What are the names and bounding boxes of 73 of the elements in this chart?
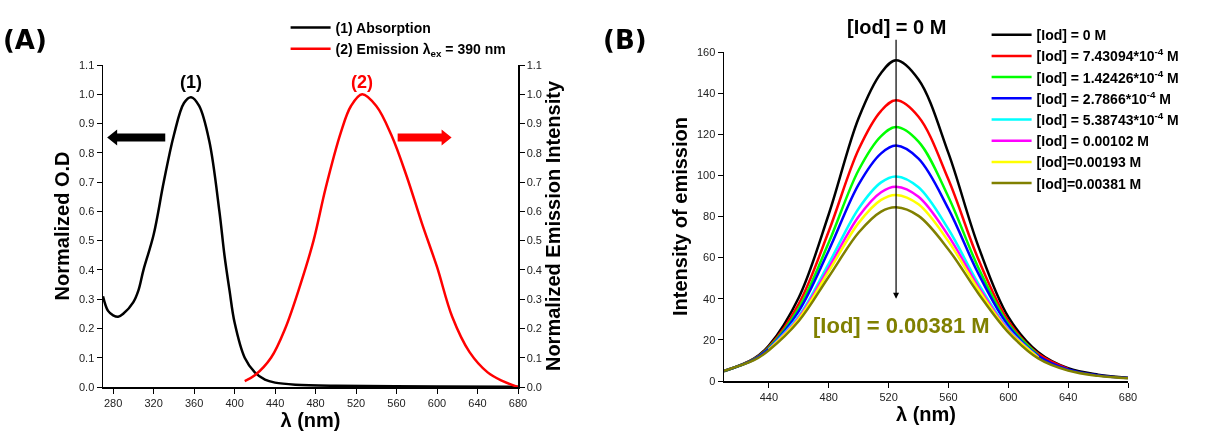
x-tick-label: 560 — [387, 396, 406, 409]
y2-tick-label: 0.9 — [526, 117, 542, 130]
y-axis-title: Intensity of emission — [668, 117, 691, 316]
y-tick-label: 80 — [703, 210, 716, 223]
y-tick-label: 0.2 — [79, 322, 95, 335]
x-tick-label: 280 — [103, 396, 123, 409]
legend-label: [Iod]=0.00193 M — [1036, 154, 1142, 171]
y-axis-title: Normalized O.D — [50, 151, 73, 301]
legend-label: [Iod] = 2.7866*10$^{-4}$ M — [1036, 88, 1172, 107]
x-tick-label: 520 — [879, 390, 898, 403]
x-tick-label: 480 — [819, 390, 838, 403]
chart-title: (B) — [603, 24, 647, 55]
y2-tick-label: 0.3 — [526, 293, 542, 306]
y2-tick-label: 0.8 — [526, 146, 542, 159]
x-tick-label: 320 — [144, 396, 163, 409]
y-tick-label: 0 — [709, 374, 716, 387]
legend-label: (2) Emission λ$_{ex}$ = 390 nm — [335, 41, 506, 60]
y-tick-label: 0.4 — [79, 263, 95, 276]
chart-title: (A) — [2, 24, 47, 55]
x-tick-label: 520 — [346, 396, 366, 409]
y2-tick-label: 0.1 — [526, 351, 542, 364]
y2-tick-label: 1.0 — [526, 88, 542, 101]
y-tick-label: 40 — [703, 292, 716, 305]
x-tick-label: 400 — [225, 396, 244, 409]
legend-label: [Iod] = 0 M — [1036, 27, 1107, 44]
x-tick-label: 680 — [1118, 390, 1138, 403]
x-tick-label: 680 — [508, 396, 528, 409]
y-tick-label: 120 — [696, 128, 716, 141]
y-tick-label: 1.0 — [79, 88, 95, 101]
x-axis-title: λ (nm) — [896, 402, 956, 425]
x-tick-label: 480 — [306, 396, 325, 409]
y-tick-label: 0.3 — [79, 293, 95, 306]
y2-tick-label: 0.4 — [526, 263, 542, 276]
x-tick-label: 440 — [265, 396, 285, 409]
legend-label: [Iod] = 0.00102 M — [1036, 133, 1150, 150]
y-tick-label: 0.5 — [79, 234, 95, 247]
y2-tick-label: 0.2 — [526, 322, 542, 335]
x-tick-label: 640 — [468, 396, 487, 409]
y-tick-label: 1.1 — [79, 58, 95, 71]
x-tick-label: 560 — [939, 390, 958, 403]
y2-tick-label: 0.7 — [526, 175, 542, 188]
y-tick-label: 140 — [696, 86, 716, 99]
x-tick-label: 360 — [184, 396, 204, 409]
legend-label: [Iod] = 5.38743*10$^{-4}$ M — [1036, 110, 1179, 128]
y2-tick-label: 1.1 — [526, 58, 542, 71]
x-axis-title: λ (nm) — [280, 408, 341, 431]
annotation: (2) — [351, 72, 373, 92]
y-tick-label: 0.0 — [79, 380, 95, 393]
legend-label: [Iod]=0.00381 M — [1036, 175, 1142, 192]
x-tick-label: 600 — [427, 396, 447, 409]
annotation: [Iod] = 0.00381 M — [813, 313, 990, 338]
y-tick-label: 0.7 — [79, 175, 95, 188]
x-tick-label: 640 — [1058, 390, 1078, 403]
y-tick-label: 100 — [696, 169, 716, 182]
y2-tick-label: 0.6 — [526, 205, 542, 218]
y-tick-label: 20 — [703, 333, 716, 346]
x-tick-label: 440 — [759, 390, 779, 403]
x-tick-label: 600 — [999, 390, 1018, 403]
y-tick-label: 60 — [703, 251, 716, 264]
annotation: [Iod] = 0 M — [847, 16, 947, 38]
line-series — [243, 93, 518, 387]
y-tick-label: 0.1 — [79, 351, 95, 364]
y-tick-label: 0.6 — [79, 205, 95, 218]
y-tick-label: 0.8 — [79, 146, 95, 159]
y2-tick-label: 0.5 — [526, 234, 542, 247]
y-tick-label: 0.9 — [79, 117, 95, 130]
annotation: (1) — [180, 72, 202, 92]
legend-label: [Iod] = 1.42426*10$^{-4}$ M — [1036, 67, 1179, 86]
legend-label: (1) Absorption — [335, 20, 431, 37]
y-tick-label: 160 — [696, 45, 716, 58]
legend-label: [Iod] = 7.43094*10$^{-4}$ M — [1036, 46, 1179, 65]
y2-tick-label: 0.0 — [526, 380, 542, 393]
y2-axis-title: Normalized Emission Intensity — [542, 80, 564, 372]
